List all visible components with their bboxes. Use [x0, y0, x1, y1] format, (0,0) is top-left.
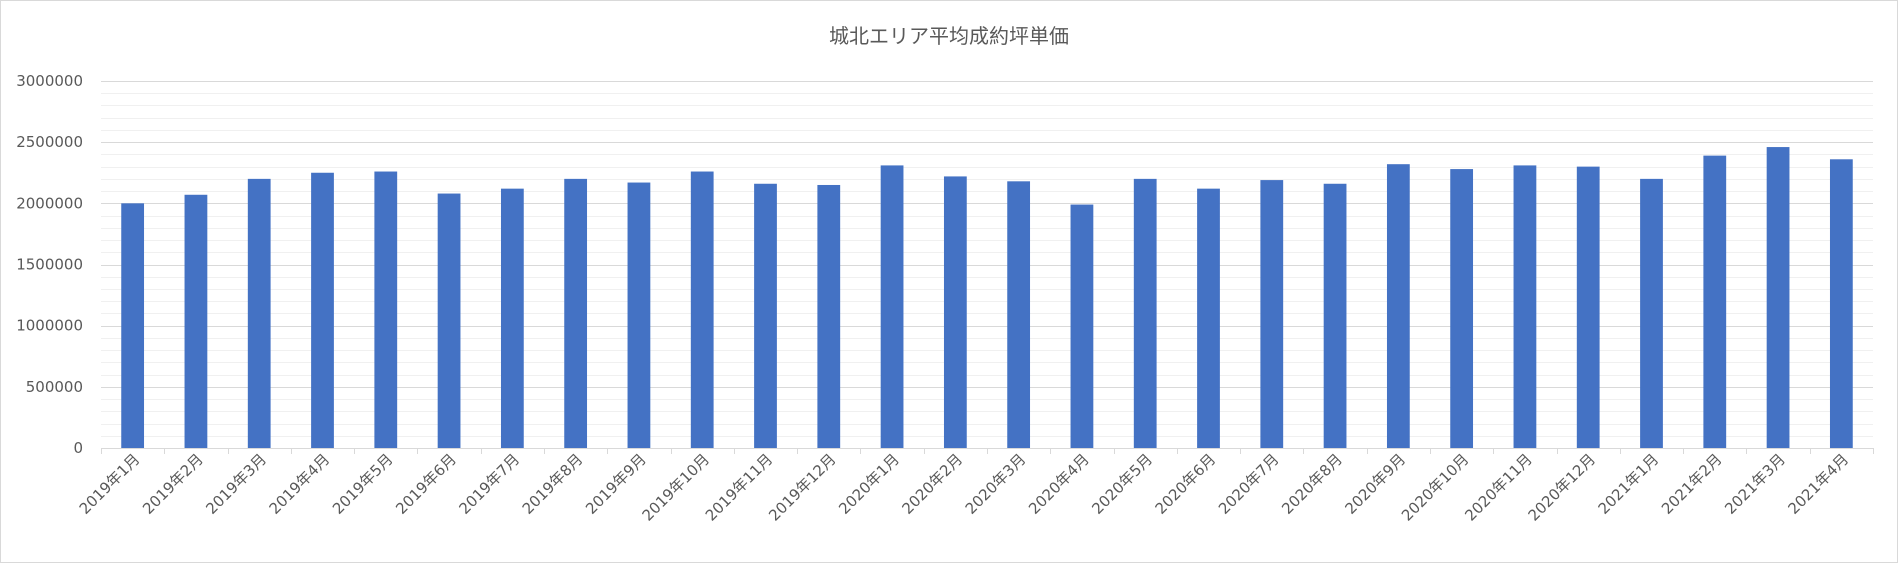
chart-title: 城北エリア平均成約坪単価: [829, 24, 1069, 48]
bar: [1133, 178, 1157, 448]
x-tick-label: 2019年4月: [266, 450, 334, 518]
y-tick-label: 1000000: [16, 317, 83, 335]
x-tick-label: 2019年3月: [202, 450, 270, 518]
x-tick-label: 2019年2月: [139, 450, 207, 518]
x-tick-label: 2019年1月: [76, 450, 144, 518]
y-tick-label: 500000: [26, 378, 83, 396]
x-tick-label: 2019年10月: [639, 450, 713, 524]
bar: [1513, 165, 1537, 448]
x-tick-label: 2019年8月: [519, 450, 587, 518]
bar: [500, 188, 524, 448]
x-tick-label: 2021年2月: [1658, 450, 1726, 518]
bar: [627, 182, 651, 449]
x-tick-label: 2020年6月: [1152, 450, 1220, 518]
bar: [1576, 166, 1600, 448]
bar: [311, 172, 334, 448]
x-tick-label: 2020年5月: [1088, 450, 1156, 518]
bar: [121, 203, 145, 448]
x-tick-label: 2020年10月: [1398, 450, 1472, 524]
bar: [437, 193, 461, 448]
bar: [1070, 204, 1094, 448]
x-tick-label: 2020年8月: [1278, 450, 1346, 518]
bar: [1386, 164, 1410, 448]
bar: [817, 184, 841, 449]
bar: [1640, 178, 1663, 448]
y-tick-label: 2000000: [16, 194, 83, 212]
x-tick-label: 2019年7月: [456, 450, 524, 518]
bar: [690, 171, 714, 448]
x-tick-label: 2019年11月: [702, 450, 776, 524]
bar: [1703, 155, 1727, 448]
x-tick-label: 2019年9月: [582, 450, 650, 518]
x-tick-label: 2020年7月: [1215, 450, 1283, 518]
bar: [754, 183, 777, 448]
bar: [943, 176, 967, 449]
bar: [1766, 147, 1790, 448]
x-tick-label: 2020年4月: [1025, 450, 1093, 518]
x-tick-label: 2021年4月: [1785, 450, 1853, 518]
y-axis-ticks: 0 500000 1000000 1500000 2000000 2500000 30000…: [16, 72, 83, 457]
bar: [1450, 169, 1474, 448]
bar: [1197, 188, 1220, 448]
x-tick-label: 2019年5月: [329, 450, 397, 518]
x-tick-label: 2020年12月: [1525, 450, 1599, 524]
bar: [1260, 180, 1284, 448]
bars: [121, 147, 1853, 449]
gridlines: [101, 81, 1873, 437]
bar: [1323, 183, 1347, 448]
bar: [1007, 181, 1031, 448]
x-tick-label: 2020年1月: [835, 450, 903, 518]
bar: [1829, 159, 1853, 449]
bar: [184, 194, 208, 448]
y-tick-label: 1500000: [16, 256, 83, 274]
x-tick-label: 2020年2月: [899, 450, 967, 518]
x-tick-label: 2020年3月: [962, 450, 1030, 518]
bar: [247, 178, 271, 448]
x-tick-label: 2019年12月: [765, 450, 839, 524]
y-tick-label: 3000000: [16, 72, 83, 90]
bar: [564, 178, 588, 448]
x-axis-ticks: 2019年1月2019年2月2019年3月2019年4月2019年5月2019年…: [76, 448, 1874, 525]
x-tick-label: 2020年11月: [1461, 450, 1535, 524]
x-tick-label: 2019年6月: [392, 450, 460, 518]
bar: [374, 171, 398, 448]
y-tick-label: 2500000: [16, 133, 83, 151]
bar: [880, 165, 904, 448]
x-tick-label: 2021年3月: [1721, 450, 1789, 518]
x-tick-label: 2020年9月: [1342, 450, 1410, 518]
y-tick-label: 0: [73, 439, 83, 457]
x-tick-label: 2021年1月: [1595, 450, 1663, 518]
